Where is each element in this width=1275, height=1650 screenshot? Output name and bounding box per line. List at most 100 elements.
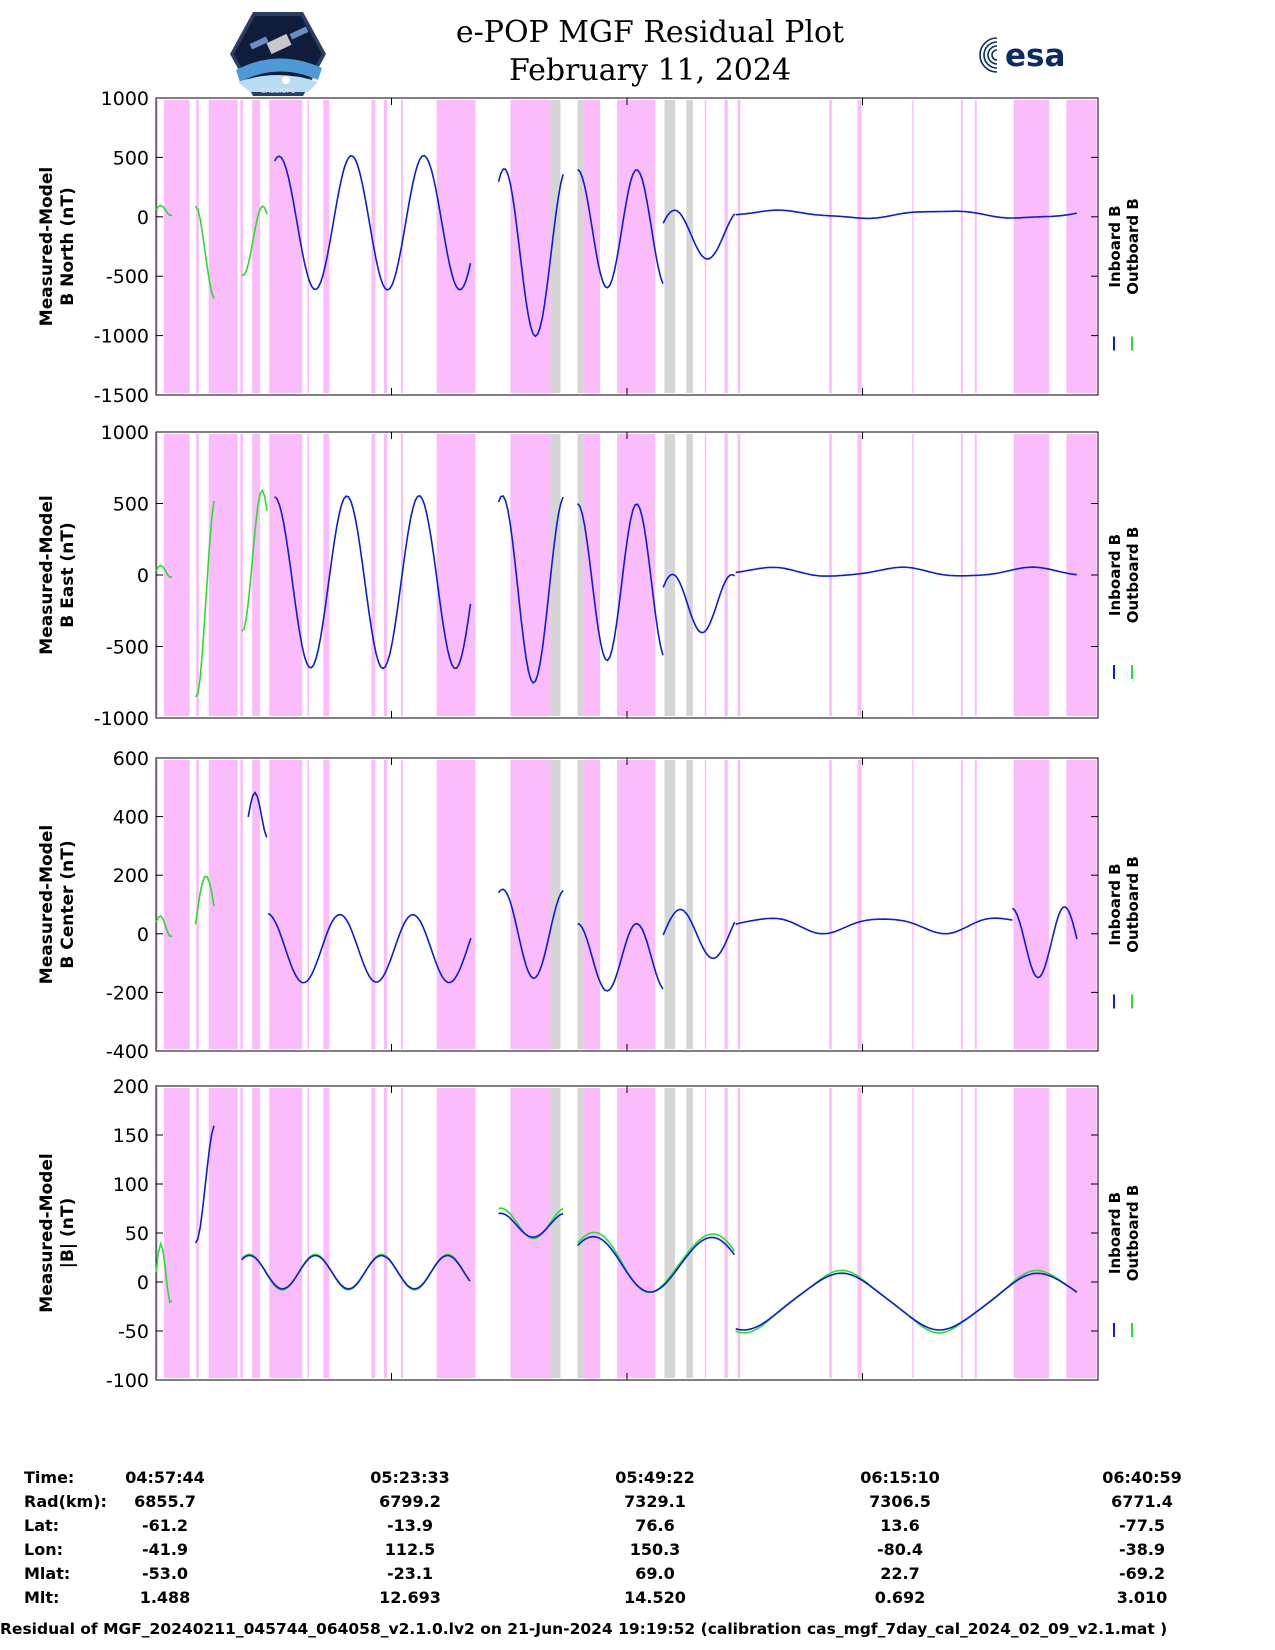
shaded-band <box>323 760 330 1049</box>
shaded-band <box>704 1088 707 1378</box>
shaded-band <box>577 760 583 1049</box>
series-line <box>735 917 1013 935</box>
info-value: -41.9 <box>141 1540 189 1559</box>
shaded-band <box>436 1088 476 1378</box>
y-tick-label: -1000 <box>94 326 149 348</box>
esa-logo: esa <box>979 37 1065 74</box>
series-line <box>577 1235 736 1293</box>
y-tick-label: 200 <box>113 865 149 887</box>
info-value: -23.1 <box>386 1564 434 1583</box>
legend-inboard: Inboard B <box>1106 534 1124 616</box>
info-value: 06:15:10 <box>860 1468 940 1487</box>
cassiope-logo-text: CASSIOPE <box>261 87 296 95</box>
shaded-band <box>436 760 476 1049</box>
info-value: -13.9 <box>386 1516 434 1535</box>
shaded-band <box>252 434 261 716</box>
info-label-time: Time: <box>24 1468 75 1487</box>
series-line <box>194 500 215 698</box>
series-line <box>497 888 564 980</box>
info-value: 3.010 <box>1116 1588 1168 1607</box>
info-value: -53.0 <box>141 1564 189 1583</box>
shaded-band <box>240 434 243 716</box>
series-line <box>1011 906 1078 979</box>
shaded-band <box>196 1088 199 1378</box>
y-tick-label: -50 <box>118 1321 149 1343</box>
shaded-band <box>196 434 199 716</box>
shaded-band <box>582 760 600 1049</box>
shaded-band <box>912 434 914 716</box>
info-label-lon: Lon: <box>24 1540 63 1559</box>
y-axis-label-line: B North (nT) <box>58 187 78 306</box>
shaded-band <box>252 760 261 1049</box>
legend-label: Inboard BOutboard B <box>1106 856 1142 953</box>
shaded-band <box>252 100 261 393</box>
shaded-band <box>724 760 728 1049</box>
info-label-rad: Rad(km): <box>24 1492 107 1511</box>
shaded-band <box>323 1088 330 1378</box>
shaded-band <box>1013 100 1050 393</box>
shaded-band <box>371 760 376 1049</box>
y-tick-label: 0 <box>137 565 149 587</box>
esa-logo-text: esa <box>1005 38 1065 74</box>
series-line <box>155 1241 173 1304</box>
series-line <box>662 573 736 634</box>
info-value: 7329.1 <box>624 1492 686 1511</box>
series-line <box>735 209 1078 220</box>
shaded-band <box>686 434 693 716</box>
shaded-band <box>550 100 561 393</box>
info-row-lon: Lon: -41.9 112.5 150.3 -80.4 -38.9 <box>0 1540 1275 1564</box>
info-label-mlt: Mlt: <box>24 1588 60 1607</box>
shaded-band <box>704 100 707 393</box>
series-line <box>241 204 268 277</box>
shaded-band <box>323 100 330 393</box>
y-tick-label: 150 <box>113 1125 149 1147</box>
shaded-band <box>550 434 561 716</box>
shaded-band <box>664 1088 676 1378</box>
cassiope-logo: CASSIOPE <box>230 12 326 96</box>
shaded-band <box>857 100 862 393</box>
shaded-band <box>307 1088 310 1378</box>
info-row-mlt: Mlt: 1.488 12.693 14.520 0.692 3.010 <box>0 1588 1275 1612</box>
shaded-band <box>401 1088 404 1378</box>
y-tick-label: 500 <box>113 147 149 169</box>
shaded-band <box>383 100 388 393</box>
shaded-band <box>240 1088 243 1378</box>
shaded-band <box>1013 760 1050 1049</box>
info-value: 05:23:33 <box>370 1468 450 1487</box>
series-line <box>498 1212 564 1239</box>
shaded-band <box>1066 100 1097 393</box>
shaded-band <box>737 760 741 1049</box>
info-row-mlat: Mlat: -53.0 -23.1 69.0 22.7 -69.2 <box>0 1564 1275 1588</box>
shaded-band <box>704 434 707 716</box>
shaded-band <box>156 100 158 393</box>
shaded-band <box>577 434 583 716</box>
y-tick-label: 200 <box>113 1076 149 1098</box>
shaded-band <box>724 1088 728 1378</box>
y-axis-label: Measured-ModelB North (nT) <box>37 167 78 326</box>
shaded-band <box>371 1088 376 1378</box>
y-axis-label-line: Measured-Model <box>37 495 57 654</box>
y-tick-label: 400 <box>113 807 149 829</box>
legend-label: Inboard BOutboard B <box>1106 198 1142 295</box>
info-value: 04:57:44 <box>125 1468 205 1487</box>
shaded-band <box>307 100 310 393</box>
series-line <box>155 914 173 938</box>
shaded-band <box>240 760 243 1049</box>
shaded-band <box>252 1088 261 1378</box>
shaded-band <box>1013 1088 1050 1378</box>
info-value: 13.6 <box>880 1516 920 1535</box>
shaded-band <box>196 100 199 393</box>
plot-title-line2: February 11, 2024 <box>508 53 792 88</box>
y-axis-label: Measured-Model|B| (nT) <box>37 1153 78 1312</box>
shaded-band <box>269 100 303 393</box>
y-tick-label: 600 <box>113 748 149 770</box>
series-line <box>267 912 472 984</box>
shaded-band <box>156 760 158 1049</box>
y-axis-label: Measured-ModelB Center (nT) <box>37 825 78 984</box>
info-row-rad: Rad(km): 6855.7 6799.2 7329.1 7306.5 677… <box>0 1492 1275 1516</box>
shaded-band <box>664 760 676 1049</box>
shaded-band <box>857 434 862 716</box>
info-value: 06:40:59 <box>1102 1468 1182 1487</box>
shaded-band <box>307 760 310 1049</box>
y-tick-label: 1000 <box>101 422 149 444</box>
